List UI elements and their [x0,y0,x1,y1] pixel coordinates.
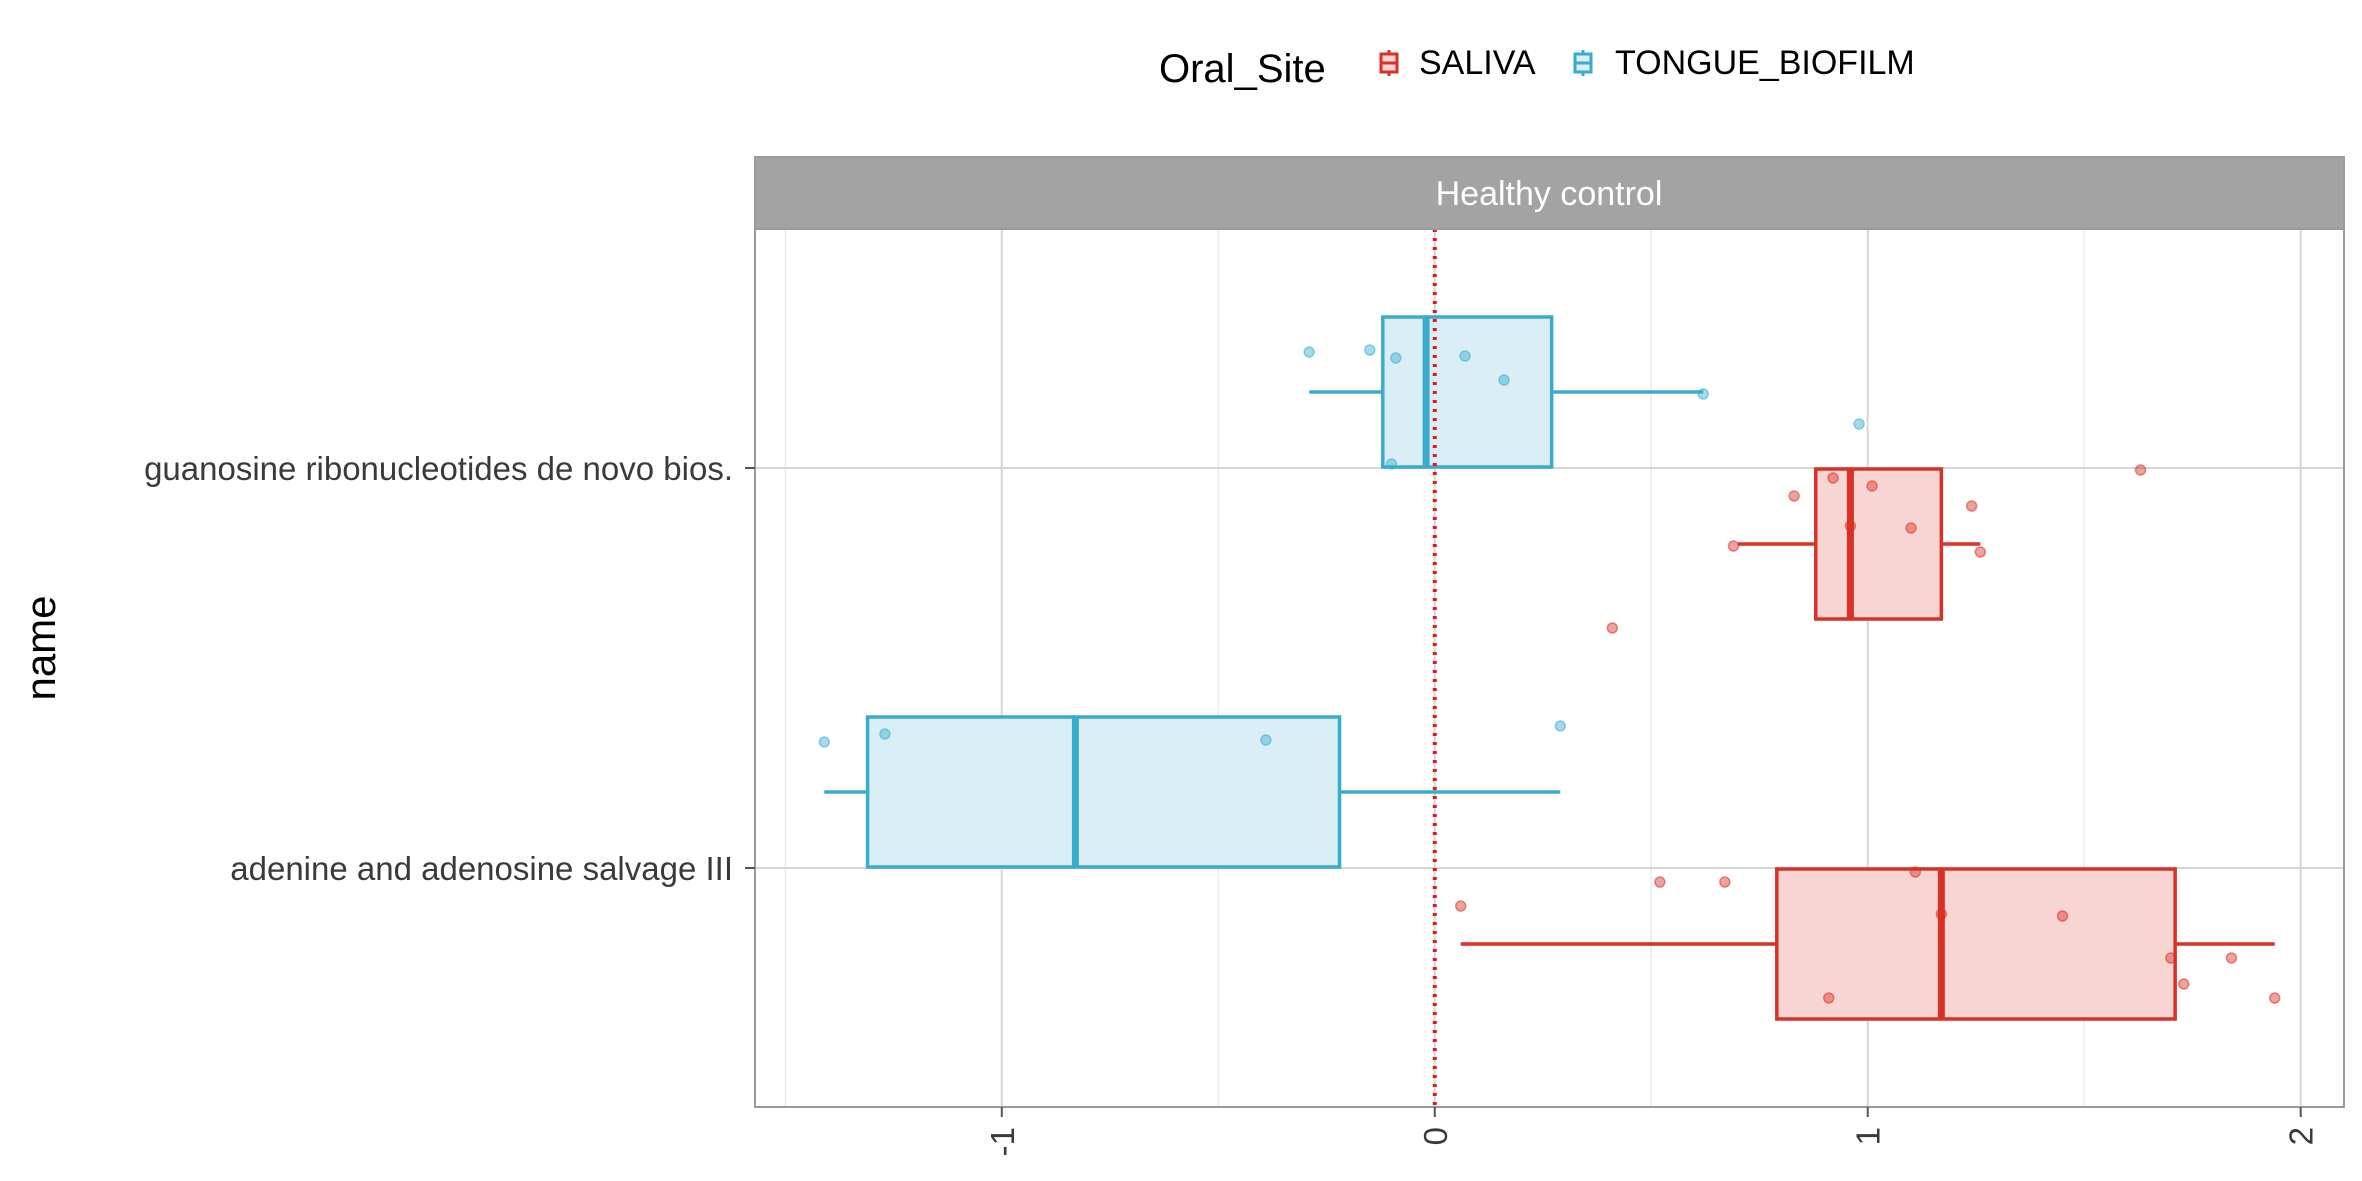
data-point [1260,734,1272,746]
box [1737,467,1981,621]
x-tick-label: 2 [2283,1127,2320,1145]
box [1460,867,2275,1021]
data-point [1727,540,1740,552]
data-point [1719,876,1731,888]
data-point [1303,346,1315,358]
legend-key-saliva [1379,50,1399,76]
data-point [1385,458,1398,470]
data-point [1909,866,1922,878]
data-point [1844,520,1857,532]
legend: Oral_Site SALIVA TONGUE_BIOFILM [1159,44,1915,91]
box-body [1814,467,1944,621]
y-tick-label: guanosine ribonucleotides de novo bios. [144,450,733,487]
data-point [1905,522,1917,534]
data-point [1554,720,1567,732]
data-point [2056,910,2069,922]
legend-label-saliva: SALIVA [1419,44,1536,82]
x-tick-label: 0 [1417,1127,1454,1145]
data-point [1965,500,1978,512]
plot-panel [754,228,2345,1108]
data-point [1974,546,1987,558]
data-point [2268,992,2281,1004]
points-tongue-biofilm [818,344,1865,748]
data-point [1823,992,1835,1004]
facet-label: Healthy control [1436,175,1663,213]
data-point [1364,344,1376,356]
legend-label-tongue-biofilm: TONGUE_BIOFILM [1615,44,1915,82]
data-point [2178,978,2190,990]
data-point [1697,388,1709,400]
facet-strip: Healthy control [755,157,2344,229]
x-tick-label: -1 [984,1127,1021,1156]
data-point [1788,490,1800,502]
series-saliva [1460,467,2275,1021]
data-point [2225,952,2238,964]
data-point [1827,472,1839,484]
legend-title: Oral_Site [1159,47,1326,91]
legend-key-tongue-biofilm [1573,50,1593,76]
data-point [1853,418,1865,430]
data-point [1654,876,1666,888]
data-point [1606,622,1619,634]
box-body [1775,867,2177,1021]
data-point [2165,952,2177,964]
data-point [1390,352,1402,364]
x-tick-label: 1 [1850,1127,1887,1145]
data-point [1459,350,1471,362]
data-point [1498,374,1510,386]
data-point [818,736,831,748]
y-axis-title: name [17,595,64,700]
data-point [1866,480,1878,492]
facet-strip-border [754,156,2345,230]
box [1309,315,1704,469]
data-point [1454,900,1467,912]
data-point [2134,464,2147,476]
data-point [1935,908,1948,920]
data-point [879,728,891,740]
box-body [1381,315,1554,469]
points-saliva [1454,464,2281,1004]
y-tick-label: adenine and adenosine salvage III [230,850,733,887]
